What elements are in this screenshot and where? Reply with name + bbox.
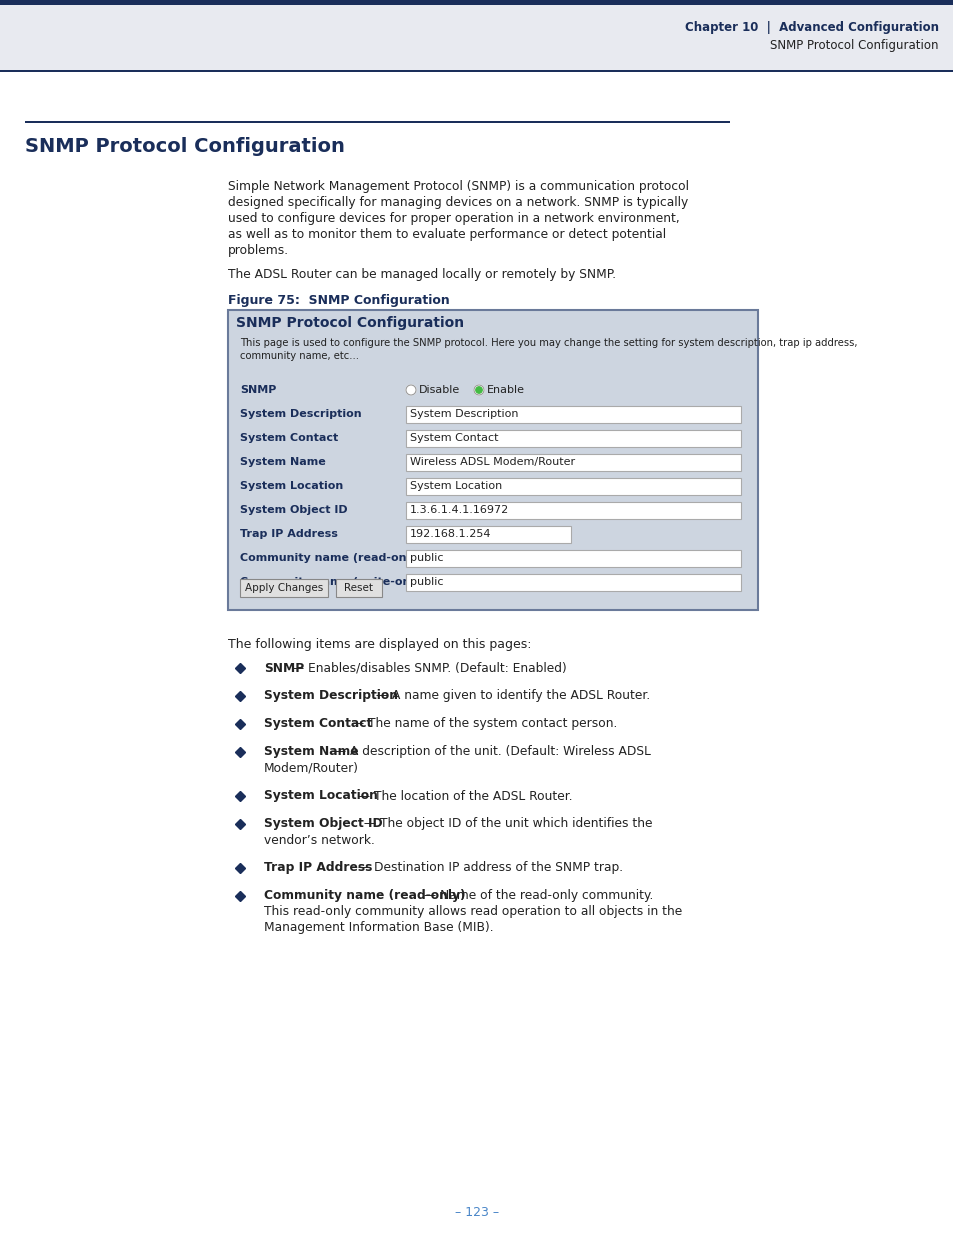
Text: System Description: System Description xyxy=(264,689,397,703)
Text: — Enables/disables SNMP. (Default: Enabled): — Enables/disables SNMP. (Default: Enabl… xyxy=(288,662,566,674)
Text: – 123 –: – 123 – xyxy=(455,1207,498,1219)
Text: designed specifically for managing devices on a network. SNMP is typically: designed specifically for managing devic… xyxy=(228,196,687,209)
Text: System Description: System Description xyxy=(240,409,361,419)
Text: Simple Network Management Protocol (SNMP) is a communication protocol: Simple Network Management Protocol (SNMP… xyxy=(228,180,688,193)
Text: public: public xyxy=(410,553,443,563)
Text: SNMP Protocol Configuration: SNMP Protocol Configuration xyxy=(25,137,345,156)
Text: Wireless ADSL Modem/Router: Wireless ADSL Modem/Router xyxy=(410,457,575,467)
Text: This page is used to configure the SNMP protocol. Here you may change the settin: This page is used to configure the SNMP … xyxy=(240,338,857,348)
Text: System Location: System Location xyxy=(264,789,377,803)
Text: used to configure devices for proper operation in a network environment,: used to configure devices for proper ope… xyxy=(228,212,679,225)
Text: System Contact: System Contact xyxy=(410,433,498,443)
Text: Community name (write-only): Community name (write-only) xyxy=(240,577,426,587)
Text: System Contact: System Contact xyxy=(264,718,372,730)
Text: System Name: System Name xyxy=(264,746,358,758)
Bar xyxy=(406,430,740,447)
Text: System Contact: System Contact xyxy=(240,433,338,443)
Text: — The name of the system contact person.: — The name of the system contact person. xyxy=(348,718,617,730)
Text: — The location of the ADSL Router.: — The location of the ADSL Router. xyxy=(354,789,572,803)
Text: Community name (read-only): Community name (read-only) xyxy=(240,553,422,563)
Text: — Destination IP address of the SNMP trap.: — Destination IP address of the SNMP tra… xyxy=(354,862,622,874)
Text: System Object ID: System Object ID xyxy=(264,818,382,830)
Text: System Object ID: System Object ID xyxy=(240,505,347,515)
Text: The ADSL Router can be managed locally or remotely by SNMP.: The ADSL Router can be managed locally o… xyxy=(228,268,616,282)
Text: SNMP: SNMP xyxy=(264,662,304,674)
Text: Community name (read-only): Community name (read-only) xyxy=(264,889,465,903)
Text: 192.168.1.254: 192.168.1.254 xyxy=(410,529,491,538)
Bar xyxy=(240,579,328,597)
Bar xyxy=(406,550,740,567)
Text: — Name of the read-only community.: — Name of the read-only community. xyxy=(419,889,653,903)
Circle shape xyxy=(406,385,416,395)
Text: Disable: Disable xyxy=(418,385,459,395)
Text: SNMP Protocol Configuration: SNMP Protocol Configuration xyxy=(235,316,464,330)
Bar xyxy=(406,453,740,471)
Text: Apply Changes: Apply Changes xyxy=(245,583,323,593)
Text: Reset: Reset xyxy=(344,583,374,593)
Circle shape xyxy=(474,385,483,395)
Text: — A description of the unit. (Default: Wireless ADSL: — A description of the unit. (Default: W… xyxy=(330,746,650,758)
Text: This read-only community allows read operation to all objects in the: This read-only community allows read ope… xyxy=(264,905,681,919)
Bar xyxy=(406,526,571,542)
Text: — A name given to identify the ADSL Router.: — A name given to identify the ADSL Rout… xyxy=(372,689,650,703)
Text: System Description: System Description xyxy=(410,409,518,419)
Bar xyxy=(0,0,953,5)
Bar xyxy=(335,579,381,597)
Text: — The object ID of the unit which identifies the: — The object ID of the unit which identi… xyxy=(359,818,652,830)
Text: Modem/Router): Modem/Router) xyxy=(264,762,358,774)
Bar xyxy=(406,501,740,519)
Text: problems.: problems. xyxy=(228,245,289,257)
Bar xyxy=(0,0,953,70)
Text: Enable: Enable xyxy=(486,385,524,395)
Circle shape xyxy=(476,387,481,393)
Bar xyxy=(25,121,729,124)
Text: SNMP Protocol Configuration: SNMP Protocol Configuration xyxy=(770,38,938,52)
Text: SNMP: SNMP xyxy=(240,385,276,395)
Text: 1.3.6.1.4.1.16972: 1.3.6.1.4.1.16972 xyxy=(410,505,509,515)
Bar xyxy=(406,573,740,590)
Text: System Location: System Location xyxy=(240,480,343,492)
Text: Chapter 10  |  Advanced Configuration: Chapter 10 | Advanced Configuration xyxy=(684,21,938,35)
Bar xyxy=(406,405,740,422)
Text: Trap IP Address: Trap IP Address xyxy=(264,862,372,874)
Text: Figure 75:  SNMP Configuration: Figure 75: SNMP Configuration xyxy=(228,294,449,308)
Bar xyxy=(406,478,740,494)
Bar xyxy=(228,310,758,610)
Text: System Location: System Location xyxy=(410,480,501,492)
Text: vendor’s network.: vendor’s network. xyxy=(264,834,375,846)
Text: System Name: System Name xyxy=(240,457,325,467)
Bar xyxy=(0,69,953,72)
Text: public: public xyxy=(410,577,443,587)
Text: as well as to monitor them to evaluate performance or detect potential: as well as to monitor them to evaluate p… xyxy=(228,228,665,241)
Text: community name, etc...: community name, etc... xyxy=(240,351,358,361)
Text: Management Information Base (MIB).: Management Information Base (MIB). xyxy=(264,921,493,935)
Text: Trap IP Address: Trap IP Address xyxy=(240,529,337,538)
Text: The following items are displayed on this pages:: The following items are displayed on thi… xyxy=(228,638,531,651)
